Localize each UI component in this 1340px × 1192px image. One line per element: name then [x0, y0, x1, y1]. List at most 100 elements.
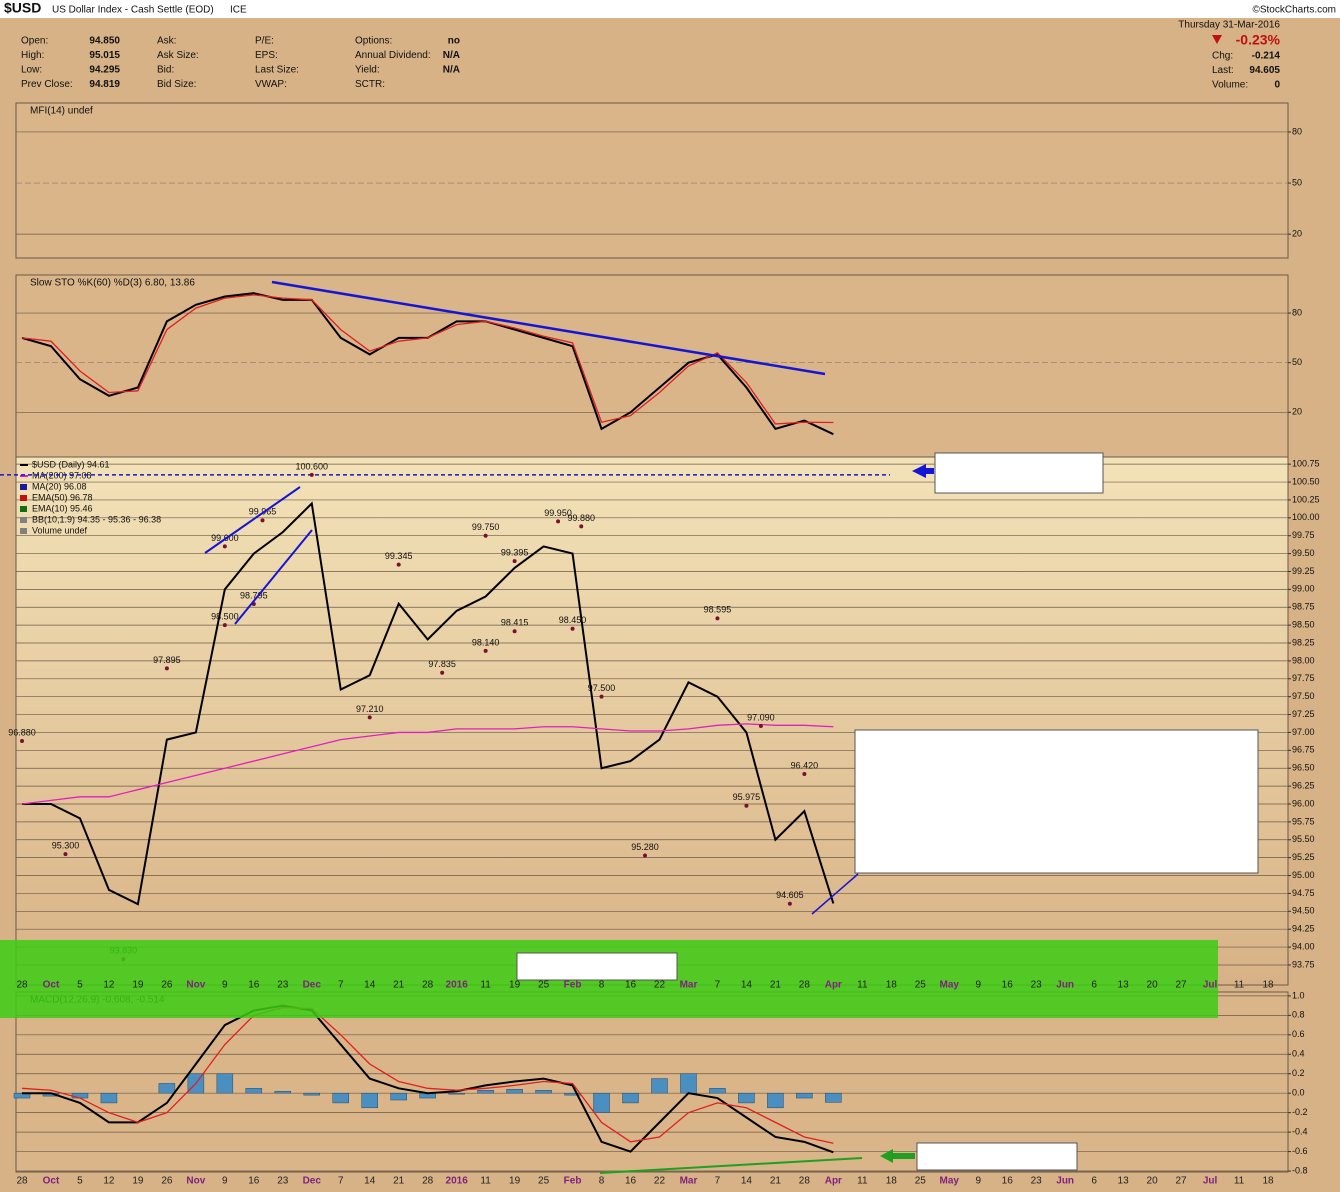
field-label: Ask: — [157, 36, 176, 47]
y-tick-label: 96.75 — [1292, 745, 1315, 755]
legend-swatch — [20, 495, 27, 501]
x-tick-label: 2016 — [446, 1176, 469, 1187]
panel-title: MFI(14) undef — [30, 106, 93, 117]
stat-value: -0.214 — [1252, 51, 1281, 62]
price-point — [260, 518, 265, 523]
exchange: ICE — [230, 5, 247, 16]
price-label: 96.420 — [791, 760, 819, 770]
field-label: Low: — [21, 65, 42, 76]
price-point — [787, 901, 792, 906]
x-tick-label: Nov — [186, 980, 205, 991]
histogram-bar — [709, 1088, 726, 1094]
x-tick-label: 21 — [393, 980, 405, 991]
histogram-bar — [274, 1090, 292, 1094]
histogram-bar — [332, 1092, 349, 1104]
note-box — [934, 452, 1104, 494]
x-tick-label: Jul — [1203, 1176, 1218, 1187]
trendline — [234, 529, 313, 625]
y-tick-label: 100.25 — [1292, 494, 1320, 504]
x-tick-label: Apr — [825, 980, 842, 991]
y-tick-label: 97.75 — [1292, 673, 1315, 683]
x-tick-label: Jun — [1056, 1176, 1074, 1187]
stat-label: Chg: — [1212, 51, 1233, 62]
price-point — [63, 852, 68, 857]
price-label: 98.795 — [240, 590, 268, 600]
x-tick-label: 7 — [715, 980, 721, 991]
legend-swatch — [20, 517, 27, 523]
x-tick-label: Apr — [825, 1176, 842, 1187]
histogram-bar — [738, 1092, 755, 1104]
y-tick-label: 97.25 — [1292, 709, 1315, 719]
x-tick-label: 16 — [1002, 1176, 1014, 1187]
mfi-panel — [15, 102, 1289, 259]
x-tick-label: 14 — [741, 1176, 753, 1187]
x-tick-label: 16 — [248, 1176, 260, 1187]
field-label: Last Size: — [255, 65, 299, 76]
y-tick-label: 100.75 — [1292, 459, 1320, 469]
y-tick-label: 98.75 — [1292, 602, 1315, 612]
price-label: 99.950 — [544, 508, 572, 518]
x-tick-label: 23 — [277, 980, 289, 991]
histogram-bar — [245, 1088, 263, 1094]
legend-swatch — [20, 484, 27, 490]
y-tick-label: 99.00 — [1292, 584, 1315, 594]
field-label: Annual Dividend: — [355, 50, 431, 61]
price-label: 95.280 — [631, 842, 659, 852]
sto-panel — [15, 274, 1289, 458]
field-value: no — [448, 36, 460, 47]
x-tick-label: Oct — [43, 980, 60, 991]
field-label: EPS: — [255, 50, 278, 61]
x-tick-label: 21 — [770, 980, 782, 991]
note-pointer — [811, 873, 859, 915]
price-point — [20, 739, 24, 744]
x-tick-label: 14 — [364, 980, 376, 991]
legend-label: $USD (Daily) 94.61 — [32, 459, 110, 469]
y-tick-label: 95.75 — [1292, 816, 1315, 826]
y-tick-label: 96.25 — [1292, 780, 1315, 790]
x-tick-label: 13 — [1118, 980, 1130, 991]
histogram-bar — [303, 1092, 321, 1096]
x-tick-label: 21 — [393, 1176, 405, 1187]
price-point — [599, 694, 604, 699]
histogram-bar — [361, 1092, 378, 1109]
field-label: Ask Size: — [157, 50, 199, 61]
price-label: 98.415 — [501, 618, 529, 628]
x-tick-label: Mar — [680, 980, 698, 991]
y-tick-label: 97.00 — [1292, 727, 1315, 737]
symbol: $USD — [4, 0, 41, 16]
x-tick-label: 11 — [480, 980, 491, 991]
legend-swatch — [20, 528, 27, 534]
x-tick-label: 28 — [16, 1176, 28, 1187]
x-tick-label: 26 — [161, 1176, 173, 1187]
series-line — [21, 723, 834, 805]
note-arrow — [880, 1149, 915, 1163]
field-value: 94.295 — [89, 65, 120, 76]
x-tick-label: 28 — [16, 980, 28, 991]
x-tick-label: 6 — [1091, 980, 1097, 991]
x-tick-label: May — [940, 980, 960, 991]
x-tick-label: 12 — [103, 980, 115, 991]
y-tick-label: 95.25 — [1292, 852, 1315, 862]
y-tick-label: 20 — [1292, 229, 1302, 239]
field-label: High: — [21, 50, 44, 61]
stat-value: 0 — [1274, 80, 1280, 91]
x-tick-label: 12 — [103, 1176, 115, 1187]
histogram-bar — [477, 1090, 494, 1094]
field-value: 94.819 — [89, 79, 120, 90]
field-label: Prev Close: — [21, 79, 73, 90]
histogram-bar — [100, 1092, 118, 1104]
note-arrow — [912, 464, 934, 478]
instrument-name: US Dollar Index - Cash Settle (EOD) — [52, 5, 214, 16]
price-point — [715, 616, 720, 621]
price-label: 99.395 — [501, 547, 529, 557]
y-tick-label: 50 — [1292, 177, 1302, 187]
x-tick-label: 25 — [538, 980, 550, 991]
x-tick-label: 11 — [1234, 1176, 1245, 1187]
price-label: 97.835 — [428, 659, 456, 669]
y-tick-label: 99.50 — [1292, 548, 1315, 558]
histogram-bar — [216, 1073, 234, 1094]
x-tick-label: 6 — [1091, 1176, 1097, 1187]
x-tick-label: 23 — [277, 1176, 289, 1187]
x-tick-label: 13 — [1118, 1176, 1130, 1187]
